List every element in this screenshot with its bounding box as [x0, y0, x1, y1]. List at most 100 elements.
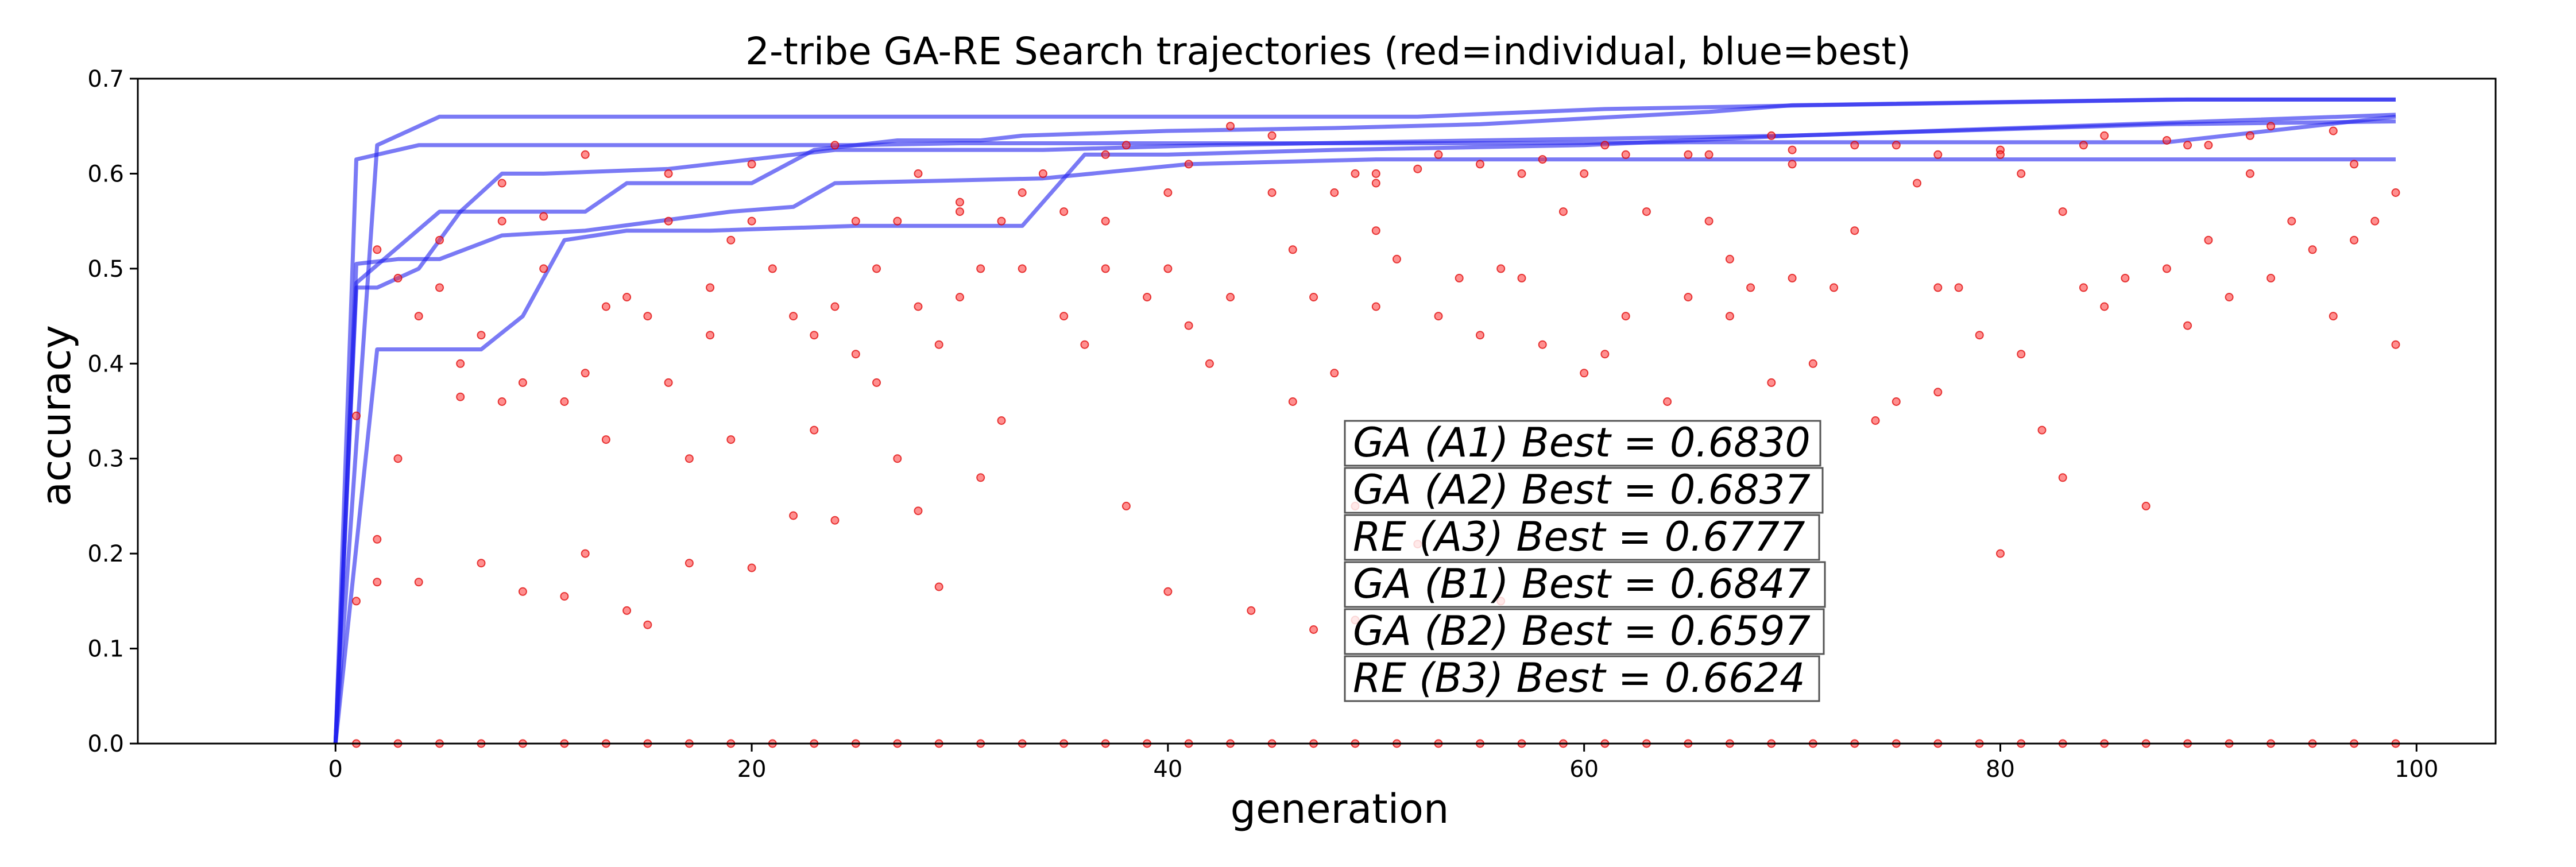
- individual-point: [1101, 216, 1110, 226]
- y-tick-label: 0.4: [87, 351, 124, 377]
- individual-point: [1580, 369, 1589, 378]
- individual-point: [1371, 179, 1380, 188]
- individual-point: [2204, 141, 2213, 150]
- individual-point: [1371, 302, 1380, 311]
- individual-point: [435, 283, 444, 292]
- individual-point: [1788, 160, 1797, 169]
- individual-point: [581, 150, 590, 159]
- x-tick-label: 0: [328, 756, 343, 783]
- individual-point: [2329, 312, 2338, 321]
- individual-point: [1600, 141, 1610, 150]
- individual-point: [1746, 283, 1755, 292]
- individual-point: [518, 587, 527, 596]
- best-annotation-box: [1344, 655, 1820, 702]
- individual-point: [456, 392, 465, 401]
- individual-point: [2350, 160, 2359, 169]
- individual-point: [1434, 150, 1443, 159]
- individual-point: [414, 578, 423, 587]
- individual-point: [1059, 207, 1069, 216]
- individual-point: [1476, 331, 1484, 340]
- individual-point: [2329, 126, 2338, 136]
- individual-point: [1226, 293, 1235, 301]
- individual-point: [1892, 397, 1901, 406]
- individual-point: [2058, 207, 2067, 216]
- y-tick-label: 0.1: [87, 636, 124, 663]
- individual-point: [2370, 216, 2380, 226]
- individual-point: [706, 331, 715, 340]
- individual-point: [2017, 169, 2026, 178]
- individual-point: [2391, 340, 2400, 349]
- individual-point: [539, 264, 548, 273]
- individual-point: [1829, 283, 1839, 292]
- individual-point: [1517, 273, 1526, 282]
- individual-point: [1913, 179, 1921, 188]
- individual-point: [1850, 226, 1859, 235]
- individual-point: [706, 283, 715, 292]
- individual-point: [1996, 150, 2005, 159]
- individual-point: [997, 216, 1006, 226]
- individual-point: [497, 216, 506, 226]
- individual-point: [2037, 425, 2047, 435]
- individual-point: [726, 435, 736, 444]
- individual-point: [1267, 188, 1277, 197]
- individual-point: [1517, 169, 1526, 178]
- individual-point: [622, 606, 632, 615]
- individual-point: [518, 378, 527, 387]
- individual-point: [1642, 207, 1651, 216]
- x-tick-label: 60: [1569, 756, 1599, 783]
- individual-point: [664, 378, 673, 387]
- x-tick-label: 40: [1153, 756, 1182, 783]
- individual-point: [1101, 150, 1110, 159]
- individual-point: [1850, 141, 1859, 150]
- individual-point: [1704, 150, 1714, 159]
- individual-point: [1247, 606, 1256, 615]
- y-tick-label: 0.7: [87, 66, 124, 92]
- individual-point: [810, 331, 819, 340]
- individual-point: [2162, 136, 2171, 145]
- individual-point: [976, 264, 985, 273]
- individual-point: [1558, 207, 1568, 216]
- trajectory-line-5: [333, 119, 2396, 744]
- individual-point: [1184, 160, 1193, 169]
- individual-point: [2183, 321, 2192, 330]
- individual-point: [1371, 169, 1380, 178]
- y-tick-label: 0.3: [87, 446, 124, 473]
- individual-point: [1163, 264, 1173, 273]
- individual-point: [2245, 169, 2254, 178]
- individual-point: [1767, 131, 1776, 140]
- individual-point: [747, 160, 756, 169]
- individual-point: [810, 425, 819, 435]
- best-annotation-text: GA (B1) Best = 0.6847: [1353, 560, 1811, 607]
- individual-point: [1351, 169, 1360, 178]
- individual-point: [914, 506, 923, 516]
- individual-point: [352, 411, 361, 420]
- individual-point: [414, 312, 423, 321]
- individual-point: [1163, 188, 1173, 197]
- individual-point: [1538, 155, 1547, 164]
- individual-point: [2287, 216, 2296, 226]
- individual-point: [373, 245, 382, 254]
- individual-point: [1205, 359, 1214, 368]
- individual-point: [1434, 312, 1443, 321]
- individual-point: [477, 559, 486, 568]
- individual-point: [976, 473, 985, 482]
- individual-point: [622, 293, 632, 301]
- individual-point: [1121, 141, 1131, 150]
- individual-point: [893, 454, 902, 463]
- individual-point: [1288, 245, 1297, 254]
- individual-point: [2121, 273, 2130, 282]
- individual-point: [1767, 378, 1776, 387]
- individual-point: [393, 454, 403, 463]
- individual-point: [2100, 131, 2109, 140]
- best-annotation-box: [1344, 608, 1825, 655]
- individual-point: [1163, 587, 1173, 596]
- individual-point: [664, 216, 673, 226]
- individual-point: [1996, 549, 2005, 558]
- y-tick-label: 0.6: [87, 161, 124, 187]
- individual-point: [1600, 350, 1610, 359]
- individual-point: [2245, 131, 2254, 140]
- individual-point: [2183, 141, 2192, 150]
- individual-point: [684, 454, 694, 463]
- y-tick-label: 0.5: [87, 256, 124, 282]
- best-annotation-text: RE (B3) Best = 0.6624: [1353, 655, 1805, 702]
